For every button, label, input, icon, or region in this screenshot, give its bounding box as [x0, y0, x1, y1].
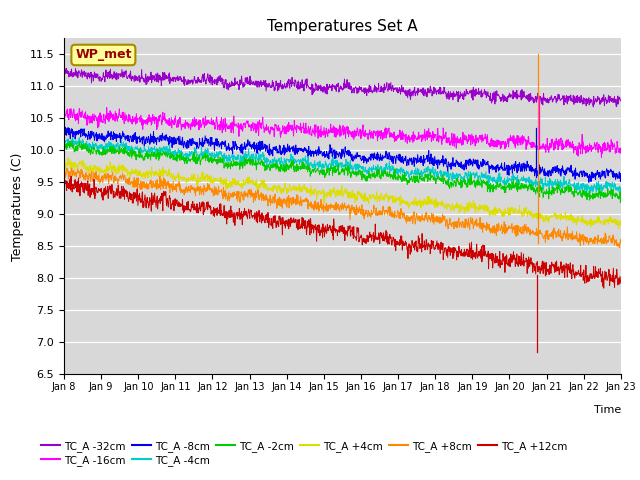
Y-axis label: Temperatures (C): Temperatures (C) — [11, 152, 24, 261]
Legend: TC_A -32cm, TC_A -16cm, TC_A -8cm, TC_A -4cm, TC_A -2cm, TC_A +4cm, TC_A +8cm, T: TC_A -32cm, TC_A -16cm, TC_A -8cm, TC_A … — [37, 437, 572, 470]
Text: WP_met: WP_met — [75, 48, 132, 61]
Title: Temperatures Set A: Temperatures Set A — [267, 20, 418, 35]
Text: Time: Time — [593, 405, 621, 415]
